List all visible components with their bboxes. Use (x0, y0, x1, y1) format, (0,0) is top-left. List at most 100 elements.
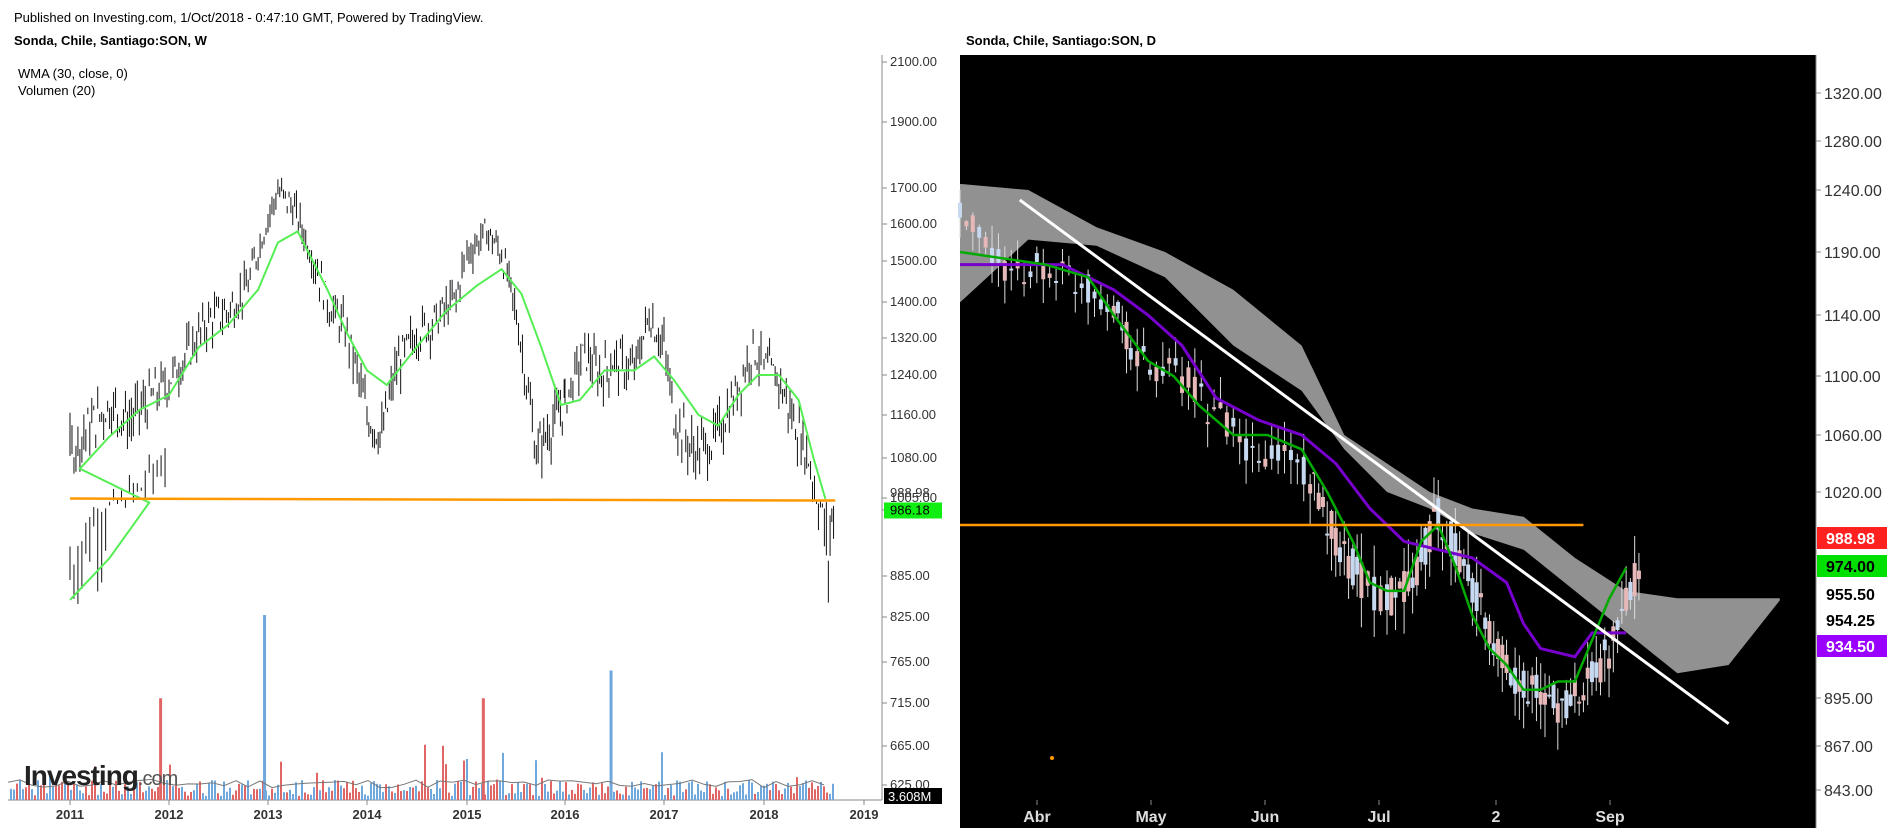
candle-body (1521, 670, 1526, 698)
candle-body (1124, 321, 1129, 350)
candle-body (1002, 261, 1007, 281)
volume-bar (709, 784, 711, 800)
volume-bar (676, 780, 678, 800)
candle-body (1568, 694, 1573, 706)
volume-bar (349, 792, 351, 800)
volume-bar (106, 793, 108, 800)
candle-body (1346, 556, 1351, 579)
candle-body (977, 227, 982, 238)
volume-bar (334, 780, 336, 800)
candle-body (1436, 498, 1441, 530)
volume-bar (427, 787, 429, 800)
volume-bars (10, 615, 834, 800)
candle-body (1393, 590, 1398, 598)
volume-bar (454, 783, 456, 800)
volume-bar (118, 790, 120, 800)
volume-bar (820, 781, 822, 800)
volume-bar (277, 784, 279, 800)
volume-spike (263, 615, 267, 800)
volume-bar (184, 791, 186, 800)
volume-bar (424, 744, 426, 800)
price-bars (69, 177, 835, 605)
volume-bar (130, 793, 132, 800)
volume-indicator-label[interactable]: Volumen (20) (18, 83, 96, 98)
time-tick-label: 2018 (750, 807, 779, 822)
candle-body (1397, 581, 1402, 589)
volume-bar (208, 783, 210, 800)
volume-bar (679, 781, 681, 800)
volume-bar (178, 787, 180, 800)
volume-bar (97, 794, 99, 800)
candle-body (1508, 672, 1513, 686)
price-tag (1817, 583, 1887, 605)
time-tick-label: 2012 (155, 807, 184, 822)
price-tick-label: 1600.00 (890, 216, 937, 231)
volume-bar (73, 781, 75, 800)
volume-bar (10, 788, 12, 800)
candle-body (1199, 383, 1204, 387)
price-tick-label: 1100.00 (1824, 369, 1881, 386)
volume-bar (574, 793, 576, 800)
candle-body (1154, 366, 1159, 382)
wma-indicator-label[interactable]: WMA (30, close, 0) (18, 66, 128, 81)
volume-bar (802, 782, 804, 800)
volume-bar (28, 784, 30, 800)
volume-bar (61, 781, 63, 800)
volume-bar (415, 785, 417, 800)
volume-bar (682, 792, 684, 800)
volume-bar (649, 789, 651, 800)
volume-bar (736, 791, 738, 800)
candle-body (983, 236, 988, 248)
chart-background (960, 55, 1816, 800)
volume-bar (655, 784, 657, 800)
volume-bar (247, 780, 249, 800)
volume-bar (595, 787, 597, 800)
volume-bar (352, 780, 354, 800)
candle-body (1060, 261, 1065, 266)
volume-bar (433, 794, 435, 800)
volume-bar (292, 794, 294, 800)
volume-bar (514, 793, 516, 800)
volume-bar (187, 795, 189, 800)
candle-body (1564, 690, 1569, 719)
volume-bar (373, 781, 375, 800)
volume-bar (295, 782, 297, 800)
volume-spike (609, 670, 613, 800)
candle-body (1530, 675, 1535, 685)
volume-bar (328, 787, 330, 800)
candle-body (1028, 271, 1033, 278)
time-tick-label: Abr (1023, 809, 1051, 826)
volume-bar (358, 791, 360, 800)
price-tick-label: 1240.00 (890, 367, 937, 382)
volume-bar (145, 790, 147, 800)
candle-body (1577, 701, 1582, 704)
price-tick-label: 1160.00 (890, 407, 936, 422)
volume-bar (283, 792, 285, 800)
volume-bar (511, 784, 513, 800)
price-tick-label: 1005.00 (890, 490, 937, 505)
volume-bar (805, 780, 807, 800)
volume-bar (448, 792, 450, 800)
volume-bar (121, 794, 123, 800)
volume-bar (199, 781, 201, 800)
candle-body (1414, 556, 1419, 586)
candle-body (1160, 366, 1165, 376)
candle-body (1410, 577, 1415, 588)
candle-body (1483, 617, 1488, 629)
candle-body (1551, 684, 1556, 709)
volume-bar (124, 784, 126, 800)
price-tick-label: 1320.00 (1824, 86, 1882, 103)
candle-body (1325, 533, 1330, 536)
volume-bar (322, 780, 324, 800)
price-tick-label: 2100.00 (890, 54, 937, 69)
volume-bar (211, 780, 213, 800)
volume-bar (79, 790, 81, 800)
candle-body (1491, 643, 1496, 656)
volume-bar (814, 789, 816, 800)
weekly-chart[interactable]: 2100.00 1900.00 1700.00 1600.00 1500.00 1400.… (0, 0, 958, 833)
time-tick-label: Jun (1251, 809, 1279, 826)
volume-bar (556, 790, 558, 800)
volume-bar (34, 795, 36, 800)
candle-body (1115, 301, 1120, 314)
candle-body (1581, 695, 1586, 701)
